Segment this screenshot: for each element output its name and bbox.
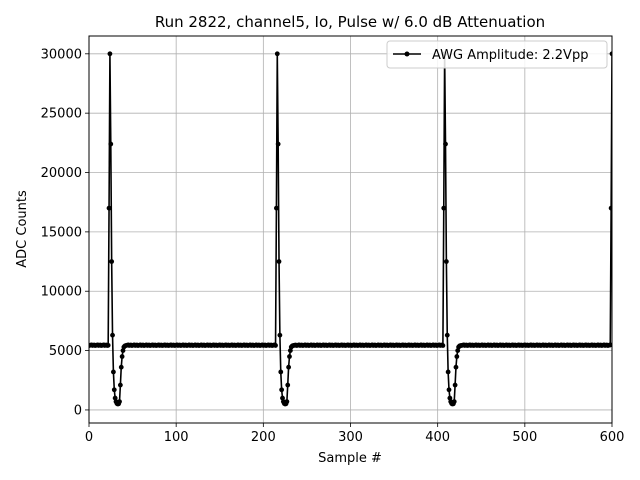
- data-point: [440, 343, 446, 348]
- data-point: [274, 51, 280, 57]
- x-axis-label: Sample #: [318, 451, 382, 466]
- data-point: [444, 332, 450, 338]
- y-tick-label: 20000: [41, 166, 82, 181]
- data-point: [111, 369, 116, 375]
- data-point: [443, 141, 448, 147]
- series-line-group: [89, 51, 612, 407]
- legend: AWG Amplitude: 2.2Vpp: [386, 40, 608, 69]
- data-point: [117, 382, 123, 388]
- data-point: [453, 364, 459, 370]
- data-point: [287, 354, 292, 359]
- data-point: [110, 332, 115, 338]
- data-point: [286, 364, 292, 370]
- data-point: [608, 205, 612, 211]
- x-tick-label: 300: [338, 430, 363, 445]
- y-tick-label: 0: [74, 403, 82, 418]
- y-tick-label: 10000: [41, 285, 82, 300]
- chart-title: Run 2822, channel5, Io, Pulse w/ 6.0 dB …: [155, 13, 545, 31]
- data-point: [446, 387, 452, 393]
- data-point: [451, 399, 457, 405]
- data-point: [452, 382, 458, 388]
- legend-box: [386, 40, 608, 69]
- data-point: [609, 51, 612, 57]
- data-point: [107, 51, 113, 57]
- data-point: [277, 332, 283, 338]
- data-point: [273, 343, 278, 348]
- data-point: [275, 141, 281, 147]
- data-point: [111, 387, 117, 393]
- data-point: [284, 399, 290, 405]
- x-tick-label: 500: [512, 430, 537, 445]
- data-point: [276, 259, 282, 264]
- data-point: [109, 259, 115, 264]
- data-point: [285, 382, 291, 388]
- y-tick-label: 25000: [41, 107, 82, 122]
- data-point: [105, 342, 111, 348]
- data-point: [117, 399, 122, 405]
- x-tick-label: 600: [600, 430, 625, 445]
- y-axis-label: ADC Counts: [15, 190, 30, 268]
- data-point: [445, 369, 451, 375]
- data-point: [441, 205, 447, 211]
- x-tick-label: 200: [251, 430, 276, 445]
- data-point: [443, 259, 449, 264]
- legend-point-marker: [404, 51, 410, 57]
- x-tick-label: 100: [164, 430, 189, 445]
- y-tick-label: 30000: [41, 47, 82, 62]
- data-point: [274, 205, 279, 211]
- data-point: [119, 354, 125, 359]
- x-tick-label: 400: [425, 430, 450, 445]
- y-axis: 0 5000 10000 15000 20000 25000 30000: [41, 47, 89, 418]
- y-tick-label: 5000: [49, 344, 82, 359]
- y-tick-label: 15000: [41, 225, 82, 240]
- data-point: [108, 141, 114, 147]
- series-group: [89, 51, 612, 407]
- data-point: [607, 342, 612, 348]
- data-point: [118, 364, 124, 370]
- x-axis: 0 100 200 300 400 500 600: [85, 423, 625, 445]
- legend-label: AWG Amplitude: 2.2Vpp: [432, 48, 588, 63]
- data-point: [454, 354, 460, 359]
- data-point: [278, 369, 284, 375]
- data-point: [106, 205, 112, 211]
- x-tick-label: 0: [85, 430, 93, 445]
- data-point: [279, 387, 285, 393]
